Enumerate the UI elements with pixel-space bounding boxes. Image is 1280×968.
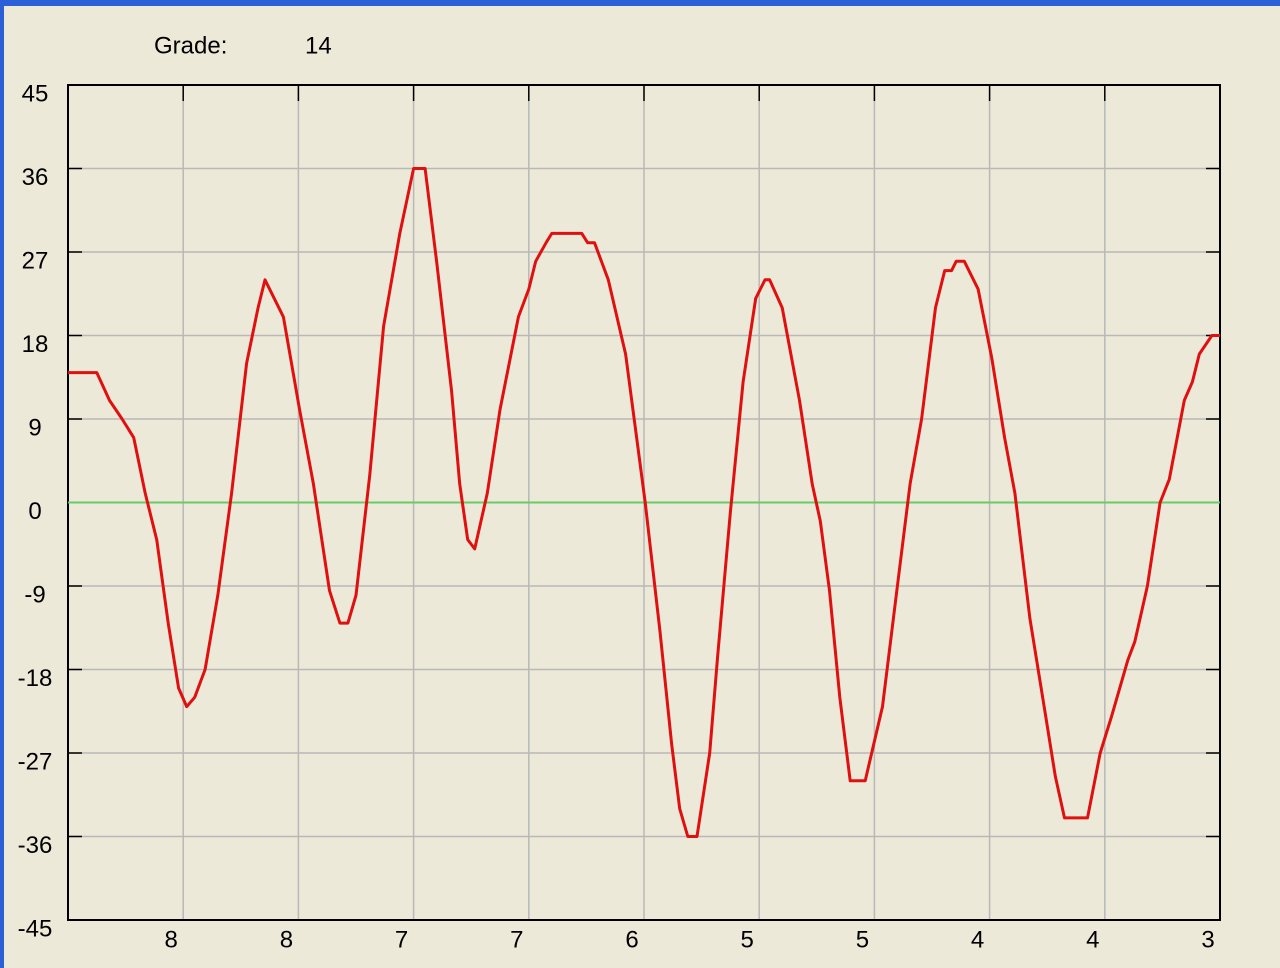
x-tick-label: 4 <box>1086 926 1099 953</box>
x-tick-label: 6 <box>625 926 638 953</box>
y-tick-label: -36 <box>18 832 53 859</box>
y-tick-label: -18 <box>18 665 53 692</box>
x-tick-label: 4 <box>971 926 984 953</box>
y-tick-label: 45 <box>22 80 49 107</box>
grade-value: 14 <box>305 32 332 59</box>
y-tick-label: 18 <box>22 331 49 358</box>
x-tick-label: 7 <box>510 926 523 953</box>
title-bar <box>0 0 1280 6</box>
y-tick-label: 36 <box>22 164 49 191</box>
x-tick-label: 8 <box>165 926 178 953</box>
y-tick-label: -45 <box>18 915 53 942</box>
y-tick-label: 9 <box>28 414 41 441</box>
y-tick-label: 27 <box>22 247 49 274</box>
x-tick-label: 8 <box>280 926 293 953</box>
grade-label: Grade: <box>154 32 227 59</box>
y-tick-label: 0 <box>28 498 41 525</box>
y-tick-label: -27 <box>18 748 53 775</box>
x-tick-label: 5 <box>856 926 869 953</box>
x-tick-label: 3 <box>1201 926 1214 953</box>
x-tick-label: 5 <box>741 926 754 953</box>
x-tick-label: 7 <box>395 926 408 953</box>
window-border <box>0 0 4 968</box>
y-tick-label: -9 <box>24 581 45 608</box>
data-line <box>68 167 1220 838</box>
